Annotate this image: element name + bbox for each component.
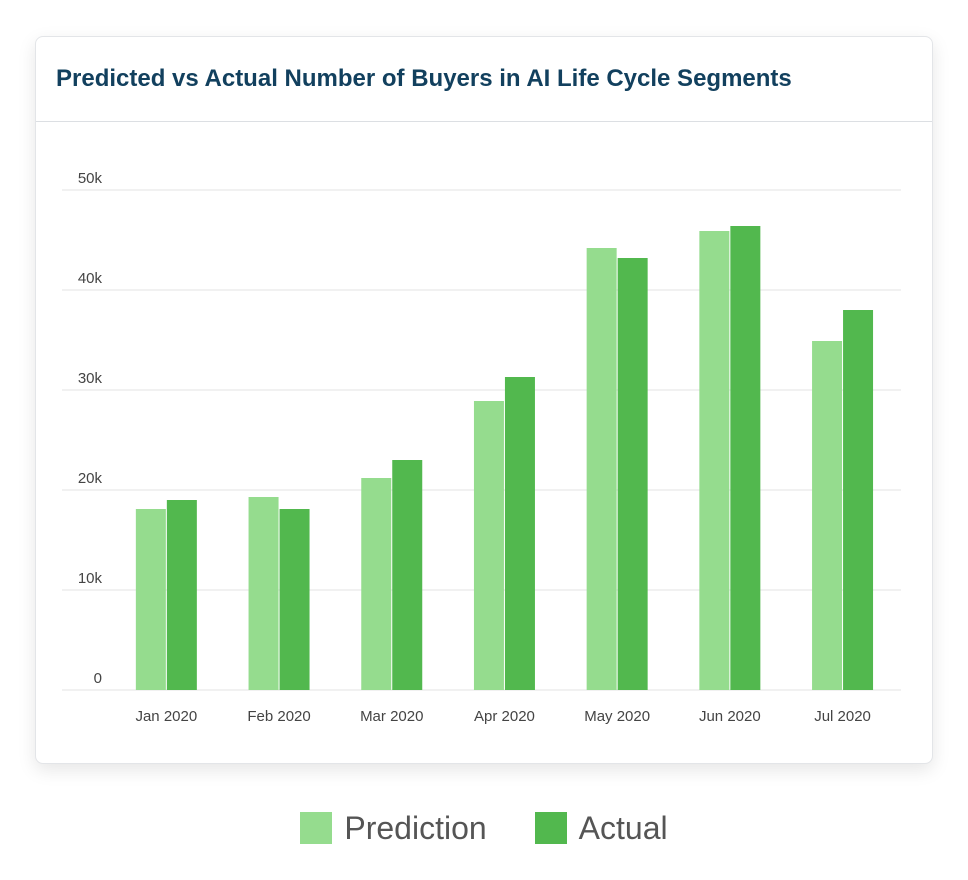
bar-prediction-mar-2020 xyxy=(361,478,392,690)
y-tick-label: 20k xyxy=(78,470,103,487)
y-axis-ticks: 0 10k 20k 30k 40k 50k xyxy=(78,170,103,687)
x-tick-label: May 2020 xyxy=(584,708,650,725)
bar-actual-feb-2020 xyxy=(279,509,310,690)
bar-chart: 0 10k 20k 30k 40k 50k Jan 2020 Feb 2020 Mar 202… xyxy=(62,170,901,725)
legend: Prediction Actual xyxy=(0,806,968,850)
bar-actual-jan-2020 xyxy=(166,500,197,690)
legend-label-prediction: Prediction xyxy=(344,809,487,846)
x-tick-label: Mar 2020 xyxy=(360,708,423,725)
legend-swatch-actual xyxy=(534,812,567,844)
legend-swatch-prediction xyxy=(300,812,333,844)
bar-prediction-apr-2020 xyxy=(473,401,504,690)
x-tick-label: Apr 2020 xyxy=(474,708,535,725)
bar-prediction-feb-2020 xyxy=(248,497,279,690)
legend-item-prediction: Prediction xyxy=(300,809,487,847)
bar-prediction-may-2020 xyxy=(586,248,617,690)
x-axis-ticks: Jan 2020 Feb 2020 Mar 2020 Apr 2020 May 2020… xyxy=(135,708,870,725)
bar-actual-apr-2020 xyxy=(504,377,535,690)
y-tick-label: 40k xyxy=(78,270,103,287)
x-tick-label: Jan 2020 xyxy=(135,708,197,725)
y-tick-label: 10k xyxy=(78,570,103,587)
y-tick-label: 50k xyxy=(78,170,103,187)
x-tick-label: Jul 2020 xyxy=(814,708,871,725)
bar-prediction-jun-2020 xyxy=(699,231,730,690)
chart-title: Predicted vs Actual Number of Buyers in … xyxy=(56,65,792,92)
card-header: Predicted vs Actual Number of Buyers in … xyxy=(36,37,932,122)
y-tick-label: 30k xyxy=(78,370,103,387)
bar-actual-may-2020 xyxy=(617,258,648,690)
bar-prediction-jul-2020 xyxy=(812,341,843,690)
x-tick-label: Jun 2020 xyxy=(699,708,761,725)
legend-label-actual: Actual xyxy=(578,809,668,846)
bar-prediction-jan-2020 xyxy=(135,509,166,690)
x-tick-label: Feb 2020 xyxy=(247,708,310,725)
bar-actual-jul-2020 xyxy=(843,310,874,690)
bars xyxy=(135,226,874,690)
legend-item-actual: Actual xyxy=(534,809,668,847)
bar-actual-jun-2020 xyxy=(730,226,761,690)
y-tick-label: 0 xyxy=(94,670,102,687)
bar-actual-mar-2020 xyxy=(392,460,423,690)
